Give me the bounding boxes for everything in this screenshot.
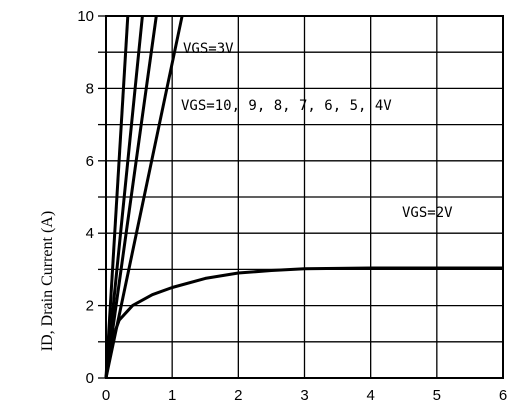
- x-tick-label: 4: [366, 387, 374, 404]
- annotation-vgs-10-to-4v: VGS=10, 9, 8, 7, 6, 5, 4V: [181, 98, 392, 114]
- x-tick-label: 1: [168, 387, 176, 404]
- x-tick-label: 6: [499, 387, 507, 404]
- x-tick-label: 5: [433, 387, 441, 404]
- series-curve-5: [104, 266, 503, 379]
- plot-frame: [98, 15, 504, 379]
- grid: [105, 15, 504, 379]
- tick-labels: 0 1 2 3 4 5 6 0 2 4 6 8 10: [77, 8, 507, 404]
- x-tick-label: 0: [102, 387, 110, 404]
- series-curve-4: [104, 15, 184, 379]
- series-curve-1: [104, 15, 130, 379]
- series-curve-2: [104, 15, 144, 379]
- y-tick-label: 4: [86, 225, 94, 242]
- x-tick-label: 3: [300, 387, 308, 404]
- y-tick-label: 10: [77, 8, 94, 25]
- y-axis-label: ID, Drain Current (A): [39, 211, 56, 351]
- y-tick-label: 0: [86, 370, 94, 387]
- annotation-vgs-2v: VGS=2V: [402, 205, 453, 221]
- y-tick-label: 8: [86, 80, 94, 97]
- annotation-vgs-3v: VGS=3V: [183, 41, 234, 57]
- x-tick-label: 2: [234, 387, 242, 404]
- y-tick-label: 6: [86, 153, 94, 170]
- curves: [104, 15, 503, 379]
- series-curve-3: [104, 15, 158, 379]
- y-tick-label: 2: [86, 298, 94, 315]
